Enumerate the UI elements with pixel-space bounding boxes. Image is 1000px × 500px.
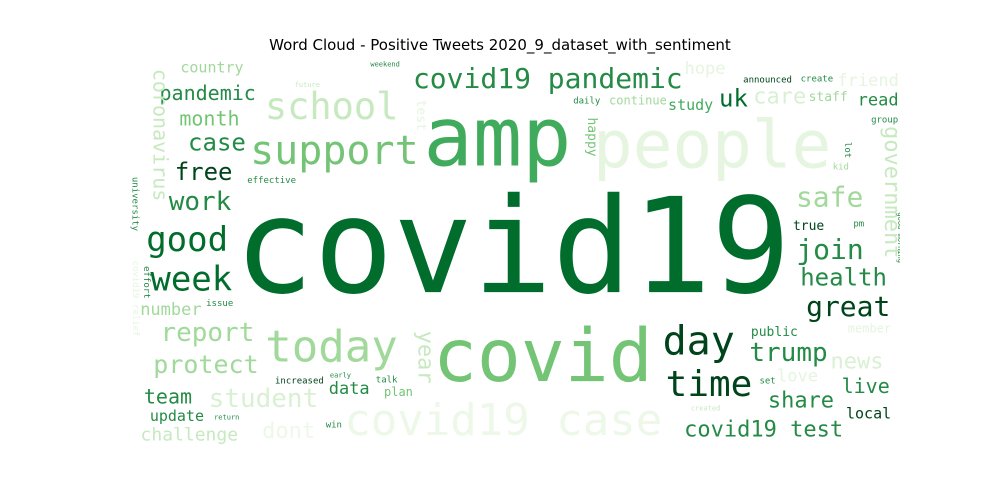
word-covid19-test: covid19 test [684, 417, 843, 442]
word-month: month [179, 106, 239, 130]
word-covid19-case: covid19 case [344, 395, 662, 445]
word-read: read [858, 90, 899, 110]
word-covid: covid [433, 314, 653, 399]
word-people: people [593, 106, 831, 183]
word-challenge: challenge [141, 424, 239, 445]
word-team: team [144, 384, 192, 408]
word-study: study [668, 96, 713, 114]
word-dont: dont [262, 419, 315, 444]
word-year: year [413, 331, 438, 384]
word-time: time [666, 364, 753, 405]
word-uk: uk [719, 85, 748, 113]
word-created: created [691, 405, 721, 413]
word-news: news [831, 350, 884, 375]
word-update: update [150, 407, 204, 425]
word-create: create [801, 74, 834, 84]
word-number: number [140, 300, 201, 320]
word-day: day [663, 318, 735, 364]
word-work: work [169, 187, 232, 217]
word-staff: staff [809, 90, 848, 105]
word-covid19: covid19 [234, 170, 790, 324]
word-effective: effective [247, 176, 296, 186]
word-future: future [295, 81, 320, 89]
word-case: case [188, 129, 246, 157]
word-amp: amp [423, 90, 571, 185]
word-plan: plan [384, 385, 413, 399]
word-effort: effort [141, 266, 151, 299]
word-health: health [800, 263, 887, 291]
word-great: great [806, 290, 890, 323]
word-good-morning: good morning [896, 212, 900, 263]
word-share: share [768, 388, 834, 413]
word-university: university [130, 177, 140, 232]
word-daily: daily [573, 97, 601, 107]
word-coronavirus: coronavirus [149, 69, 173, 201]
word-pm: pm [853, 219, 864, 229]
word-country: country [180, 60, 243, 76]
word-report: report [160, 318, 254, 348]
word-friend: friend [837, 71, 898, 91]
word-join: join [796, 233, 863, 266]
word-cloud: covid19 amp covid people covid19 case today su… [125, 60, 900, 445]
word-covid19-relief: covid19 relief [130, 261, 140, 337]
word-lot: lot [842, 142, 852, 158]
word-today: today [265, 322, 397, 373]
word-covid19-pandemic: covid19 pandemic [413, 62, 683, 95]
word-talk: talk [376, 376, 398, 386]
word-early: early [330, 371, 351, 379]
word-return: return [214, 413, 239, 421]
word-safe: safe [796, 181, 863, 214]
word-true: true [793, 219, 824, 234]
chart-title: Word Cloud - Positive Tweets 2020_9_data… [269, 36, 731, 54]
word-issue: issue [206, 299, 233, 309]
word-member: member [848, 322, 891, 336]
word-weekend: weekend [370, 61, 400, 69]
word-love: love [777, 366, 818, 386]
word-pandemic: pandemic [160, 81, 256, 105]
word-trump: trump [749, 338, 827, 368]
word-free: free [175, 158, 233, 186]
word-government: government [879, 126, 900, 258]
word-continue: continue [609, 93, 667, 107]
word-announced: announced [743, 76, 792, 86]
word-group: group [871, 115, 898, 125]
word-test: test [413, 100, 428, 131]
word-data: data [329, 379, 370, 399]
word-set: set [759, 377, 775, 387]
word-happy: happy [584, 117, 599, 156]
word-protect: protect [153, 350, 258, 379]
word-school: school [265, 85, 399, 128]
word-local: local [846, 404, 891, 422]
word-live: live [842, 374, 890, 398]
word-support: support [250, 128, 419, 174]
word-care: care [753, 84, 806, 109]
word-increased: increased [275, 376, 324, 386]
word-kid: kid [833, 163, 849, 173]
word-good: good [146, 220, 228, 260]
word-week: week [150, 259, 232, 299]
word-hope: hope [684, 60, 725, 79]
word-win: win [326, 421, 342, 431]
word-public: public [751, 325, 798, 340]
word-student: student [209, 384, 319, 414]
